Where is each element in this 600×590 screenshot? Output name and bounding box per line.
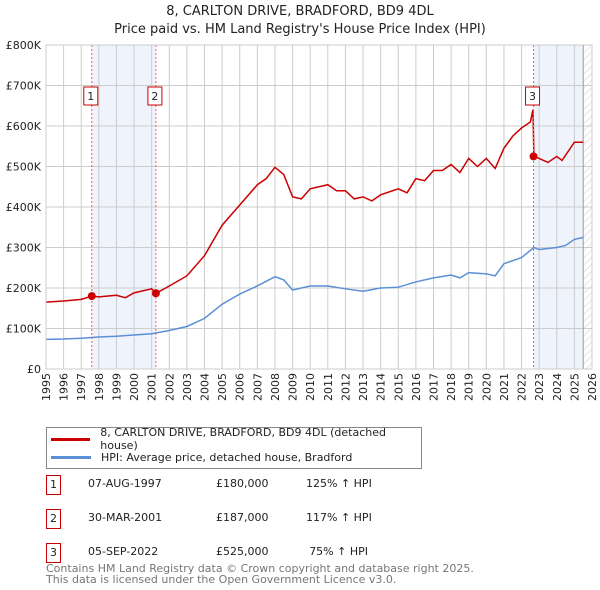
x-tick-label: 2004 [199,373,212,401]
sale-badge: 3 [46,543,61,563]
y-tick-label: £0 [27,363,41,376]
series-line [45,236,584,341]
legend-label: HPI: Average price, detached house, Brad… [101,450,353,464]
sale-date: 30-MAR-2001 [88,511,163,524]
sale-price: £187,000 [216,511,269,524]
sale-label-box [83,86,99,106]
legend-item-hpi: HPI: Average price, detached house, Brad… [51,448,352,466]
legend: 8, CARLTON DRIVE, BRADFORD, BD9 4DL (det… [46,426,422,469]
y-tick-label: £600K [6,120,42,133]
sale-badge: 2 [46,509,61,529]
y-tick-label: £400K [6,201,42,214]
plot-area: 1995 1996 1997 1998 1999 2000 2001 2002 2003 2004… [6,39,599,401]
sale-hpi: 117% ↑ HPI [306,511,372,524]
x-tick-label: 2006 [234,373,247,401]
x-tick-label: 2003 [181,373,194,401]
x-tick-label: 2001 [146,373,159,401]
x-tick-label: 2002 [163,373,176,401]
legend-label: 8, CARLTON DRIVE, BRADFORD, BD9 4DL (det… [100,426,386,452]
x-tick-label: 1996 [58,373,71,401]
x-tick-label: 2026 [586,373,599,401]
y-tick-label: £500K [6,161,42,174]
x-tick-label: 2016 [410,373,423,401]
sale-price: £180,000 [216,477,269,490]
legend-swatch [51,455,91,459]
sale-label: 1 [87,90,94,103]
x-tick-label: 2017 [427,373,440,401]
sale-label-box [525,86,541,106]
x-tick-label: 1997 [75,373,88,401]
x-tick-label: 1999 [110,373,123,401]
x-tick-label: 2010 [304,373,317,401]
x-tick-label: 2012 [339,373,352,401]
y-tick-label: £100K [6,323,42,336]
x-tick-label: 2013 [357,373,370,401]
x-tick-label: 2020 [480,373,493,401]
x-tick-label: 2023 [533,373,546,401]
sale-hpi: 125% ↑ HPI [306,477,372,490]
sale-badge: 1 [46,475,61,495]
x-tick-label: 2008 [269,373,282,401]
x-tick-label: 2019 [463,373,476,401]
sale-price: £525,000 [216,545,269,558]
sale-label: 3 [529,90,536,103]
legend-item-property: 8, CARLTON DRIVE, BRADFORD, BD9 4DL (det… [51,426,421,452]
x-tick-label: 2005 [216,373,229,401]
legend-swatch [51,437,91,441]
y-tick-label: £700K [6,80,42,93]
footer: Contains HM Land Registry data © Crown c… [46,563,474,585]
x-tick-label: 2015 [392,373,405,401]
sale-label-box [147,86,163,106]
sale-date: 07-AUG-1997 [88,477,162,490]
x-tick-label: 2021 [498,373,511,401]
plot-border [45,44,593,370]
x-tick-label: 2011 [322,373,335,401]
x-tick-label: 1998 [93,373,106,401]
x-tick-label: 2009 [287,373,300,401]
chart-subtitle: Price paid vs. HM Land Registry's House … [114,22,486,37]
x-tick-label: 1995 [40,373,53,401]
sale-date: 05-SEP-2022 [88,545,159,558]
y-tick-label: £300K [6,242,42,255]
x-tick-label: 2024 [551,373,564,401]
footer-line1: Contains HM Land Registry data © Crown c… [46,562,474,575]
x-tick-label: 2007 [251,373,264,401]
x-tick-label: 2000 [128,373,141,401]
sale-point [151,289,160,298]
x-tick-label: 2014 [375,373,388,401]
y-tick-label: £200K [6,282,42,295]
sale-hpi: 75% ↑ HPI [309,545,368,558]
x-tick-label: 2025 [568,373,581,401]
x-tick-label: 2022 [516,373,529,401]
chart-title: 8, CARLTON DRIVE, BRADFORD, BD9 4DL [166,4,434,19]
x-tick-label: 2018 [445,373,458,401]
y-tick-label: £800K [6,39,42,52]
sale-point [529,152,538,161]
sale-label: 2 [151,90,158,103]
sale-point [87,292,96,301]
footer-line2: This data is licensed under the Open Gov… [46,573,397,586]
